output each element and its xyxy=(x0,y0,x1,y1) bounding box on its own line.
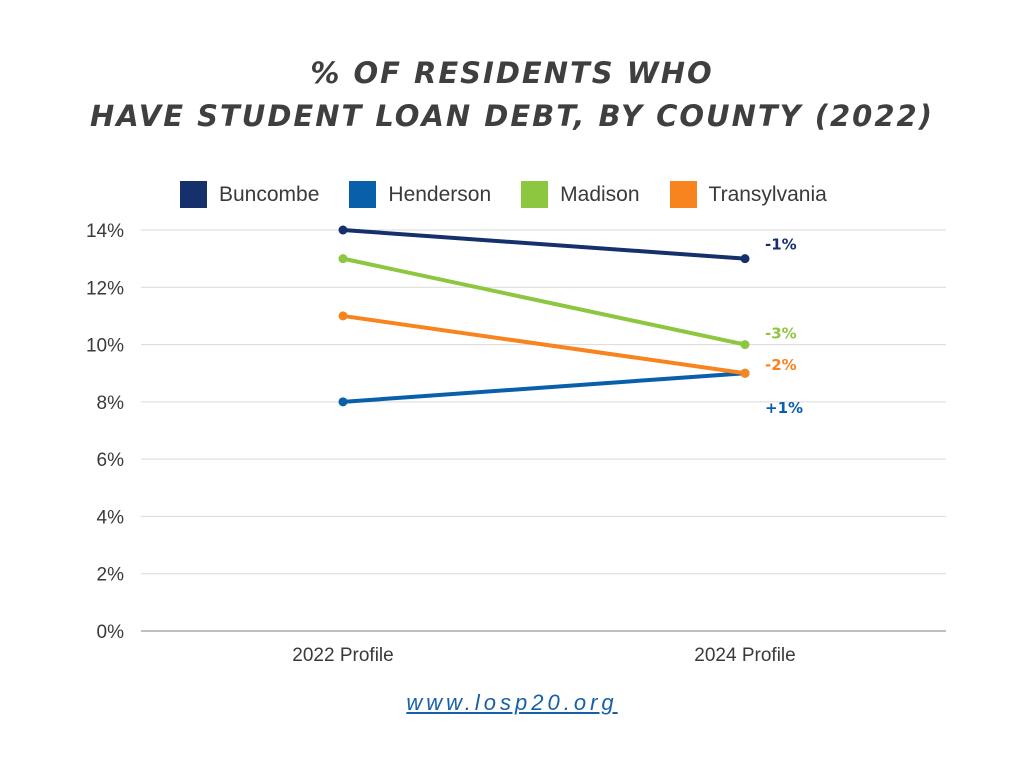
legend-swatch-henderson xyxy=(349,181,377,208)
data-point-madison xyxy=(338,254,348,264)
website-link[interactable]: www.losp20.org xyxy=(406,690,618,715)
x-tick-label: 2022 Profile xyxy=(292,645,393,666)
y-tick-label: 10% xyxy=(86,336,124,357)
y-tick-label: 2% xyxy=(97,565,125,586)
legend-swatch-transylvania xyxy=(669,181,697,208)
legend-item-transylvania: Transylvania xyxy=(669,181,827,208)
legend-item-henderson: Henderson xyxy=(349,181,491,208)
data-point-transylvania xyxy=(740,368,750,378)
y-tick-label: 0% xyxy=(97,622,125,643)
chart-title-line-2: HAVE STUDENT LOAN DEBT, BY COUNTY (2022) xyxy=(90,99,934,133)
chart-legend: Buncombe Henderson Madison Transylvania xyxy=(180,181,857,208)
series-line-madison xyxy=(341,256,747,347)
x-tick-label: 2024 Profile xyxy=(694,645,795,666)
legend-label-transylvania: Transylvania xyxy=(708,182,827,206)
y-tick-label: 6% xyxy=(97,450,125,471)
change-label-buncombe: -1% xyxy=(765,236,797,254)
data-point-buncombe xyxy=(740,254,750,264)
chart-title-line-1: % OF RESIDENTS WHO xyxy=(310,56,714,90)
change-label-henderson: +1% xyxy=(765,399,803,417)
series-line-transylvania xyxy=(341,313,747,376)
legend-label-madison: Madison xyxy=(560,182,640,206)
legend-label-henderson: Henderson xyxy=(388,182,492,206)
legend-item-buncombe: Buncombe xyxy=(180,181,319,208)
legend-item-madison: Madison xyxy=(521,181,640,208)
legend-swatch-buncombe xyxy=(180,181,207,208)
change-label-transylvania: -2% xyxy=(765,356,797,374)
data-point-transylvania xyxy=(338,311,348,321)
data-point-madison xyxy=(740,340,750,350)
y-tick-label: 4% xyxy=(97,507,125,528)
change-label-madison: -3% xyxy=(765,325,797,343)
y-tick-label: 8% xyxy=(97,393,125,414)
series-line-buncombe xyxy=(341,228,747,261)
series-line-henderson xyxy=(341,371,747,404)
y-tick-label: 12% xyxy=(86,278,124,299)
data-point-henderson xyxy=(338,397,348,407)
legend-label-buncombe: Buncombe xyxy=(219,182,320,206)
data-point-buncombe xyxy=(338,225,348,235)
legend-swatch-madison xyxy=(521,181,549,208)
y-tick-label: 14% xyxy=(86,221,124,242)
